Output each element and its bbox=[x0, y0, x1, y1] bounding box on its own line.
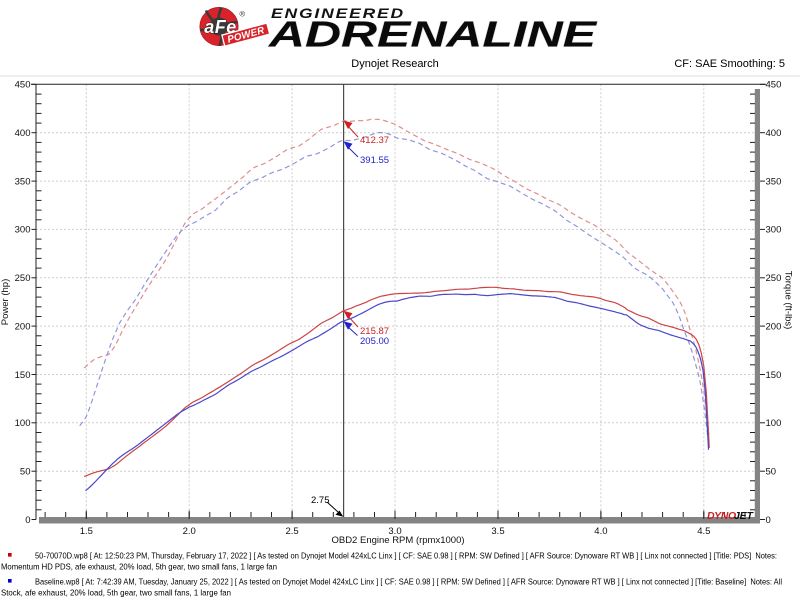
svg-text:200: 200 bbox=[15, 321, 31, 332]
svg-text:0: 0 bbox=[766, 515, 771, 526]
svg-text:150: 150 bbox=[766, 370, 782, 381]
svg-text:391.55: 391.55 bbox=[360, 155, 389, 166]
svg-text:2.5: 2.5 bbox=[285, 526, 298, 537]
svg-text:50: 50 bbox=[766, 467, 777, 478]
svg-text:ADRENALINE: ADRENALINE bbox=[268, 14, 598, 55]
svg-text:DYNO: DYNO bbox=[707, 510, 736, 522]
svg-text:2.75: 2.75 bbox=[311, 495, 330, 506]
svg-text:JET: JET bbox=[734, 510, 754, 522]
svg-text:200: 200 bbox=[766, 321, 782, 332]
svg-text:350: 350 bbox=[766, 176, 782, 187]
svg-text:450: 450 bbox=[15, 80, 31, 91]
svg-text:215.87: 215.87 bbox=[360, 326, 389, 337]
svg-text:Torque (ft-lbs): Torque (ft-lbs) bbox=[783, 271, 794, 330]
svg-text:3.5: 3.5 bbox=[491, 526, 504, 537]
svg-text:Baseline.wp8 [ At: 7:42:39 AM,: Baseline.wp8 [ At: 7:42:39 AM, Tuesday, … bbox=[35, 577, 782, 587]
svg-text:1.5: 1.5 bbox=[80, 526, 93, 537]
svg-text:100: 100 bbox=[15, 418, 31, 429]
svg-text:250: 250 bbox=[766, 273, 782, 284]
svg-text:0: 0 bbox=[25, 515, 30, 526]
svg-text:50: 50 bbox=[20, 467, 31, 478]
svg-text:50-70070D.wp8 [ At: 12:50:23 P: 50-70070D.wp8 [ At: 12:50:23 PM, Thursda… bbox=[35, 551, 777, 561]
svg-text:450: 450 bbox=[766, 80, 782, 91]
svg-text:100: 100 bbox=[766, 418, 782, 429]
svg-text:205.00: 205.00 bbox=[360, 336, 389, 347]
svg-text:CF: SAE Smoothing: 5: CF: SAE Smoothing: 5 bbox=[674, 58, 785, 70]
svg-text:4.0: 4.0 bbox=[594, 526, 607, 537]
svg-text:Power (hp): Power (hp) bbox=[0, 279, 11, 325]
svg-text:412.37: 412.37 bbox=[360, 135, 389, 146]
svg-text:150: 150 bbox=[15, 370, 31, 381]
svg-text:®: ® bbox=[240, 10, 246, 19]
svg-text:ENGINEERED: ENGINEERED bbox=[271, 5, 405, 21]
svg-text:3.0: 3.0 bbox=[388, 526, 401, 537]
svg-text:300: 300 bbox=[766, 225, 782, 236]
svg-text:300: 300 bbox=[15, 225, 31, 236]
svg-text:Dynojet Research: Dynojet Research bbox=[351, 58, 438, 70]
svg-text:4.5: 4.5 bbox=[697, 526, 710, 537]
svg-text:250: 250 bbox=[15, 273, 31, 284]
svg-text:Stock, afe exhaust, 20% load,: Stock, afe exhaust, 20% load, 5th gear, … bbox=[1, 588, 231, 598]
svg-text:400: 400 bbox=[15, 128, 31, 139]
svg-text:350: 350 bbox=[15, 176, 31, 187]
svg-text:Momentum HD PDS, afe exhaust,: Momentum HD PDS, afe exhaust, 20% load, … bbox=[1, 562, 277, 572]
svg-text:400: 400 bbox=[766, 128, 782, 139]
svg-text:aFe: aFe bbox=[204, 17, 237, 37]
svg-text:OBD2 Engine RPM (rpmx1000): OBD2 Engine RPM (rpmx1000) bbox=[331, 535, 464, 546]
svg-text:2.0: 2.0 bbox=[183, 526, 196, 537]
